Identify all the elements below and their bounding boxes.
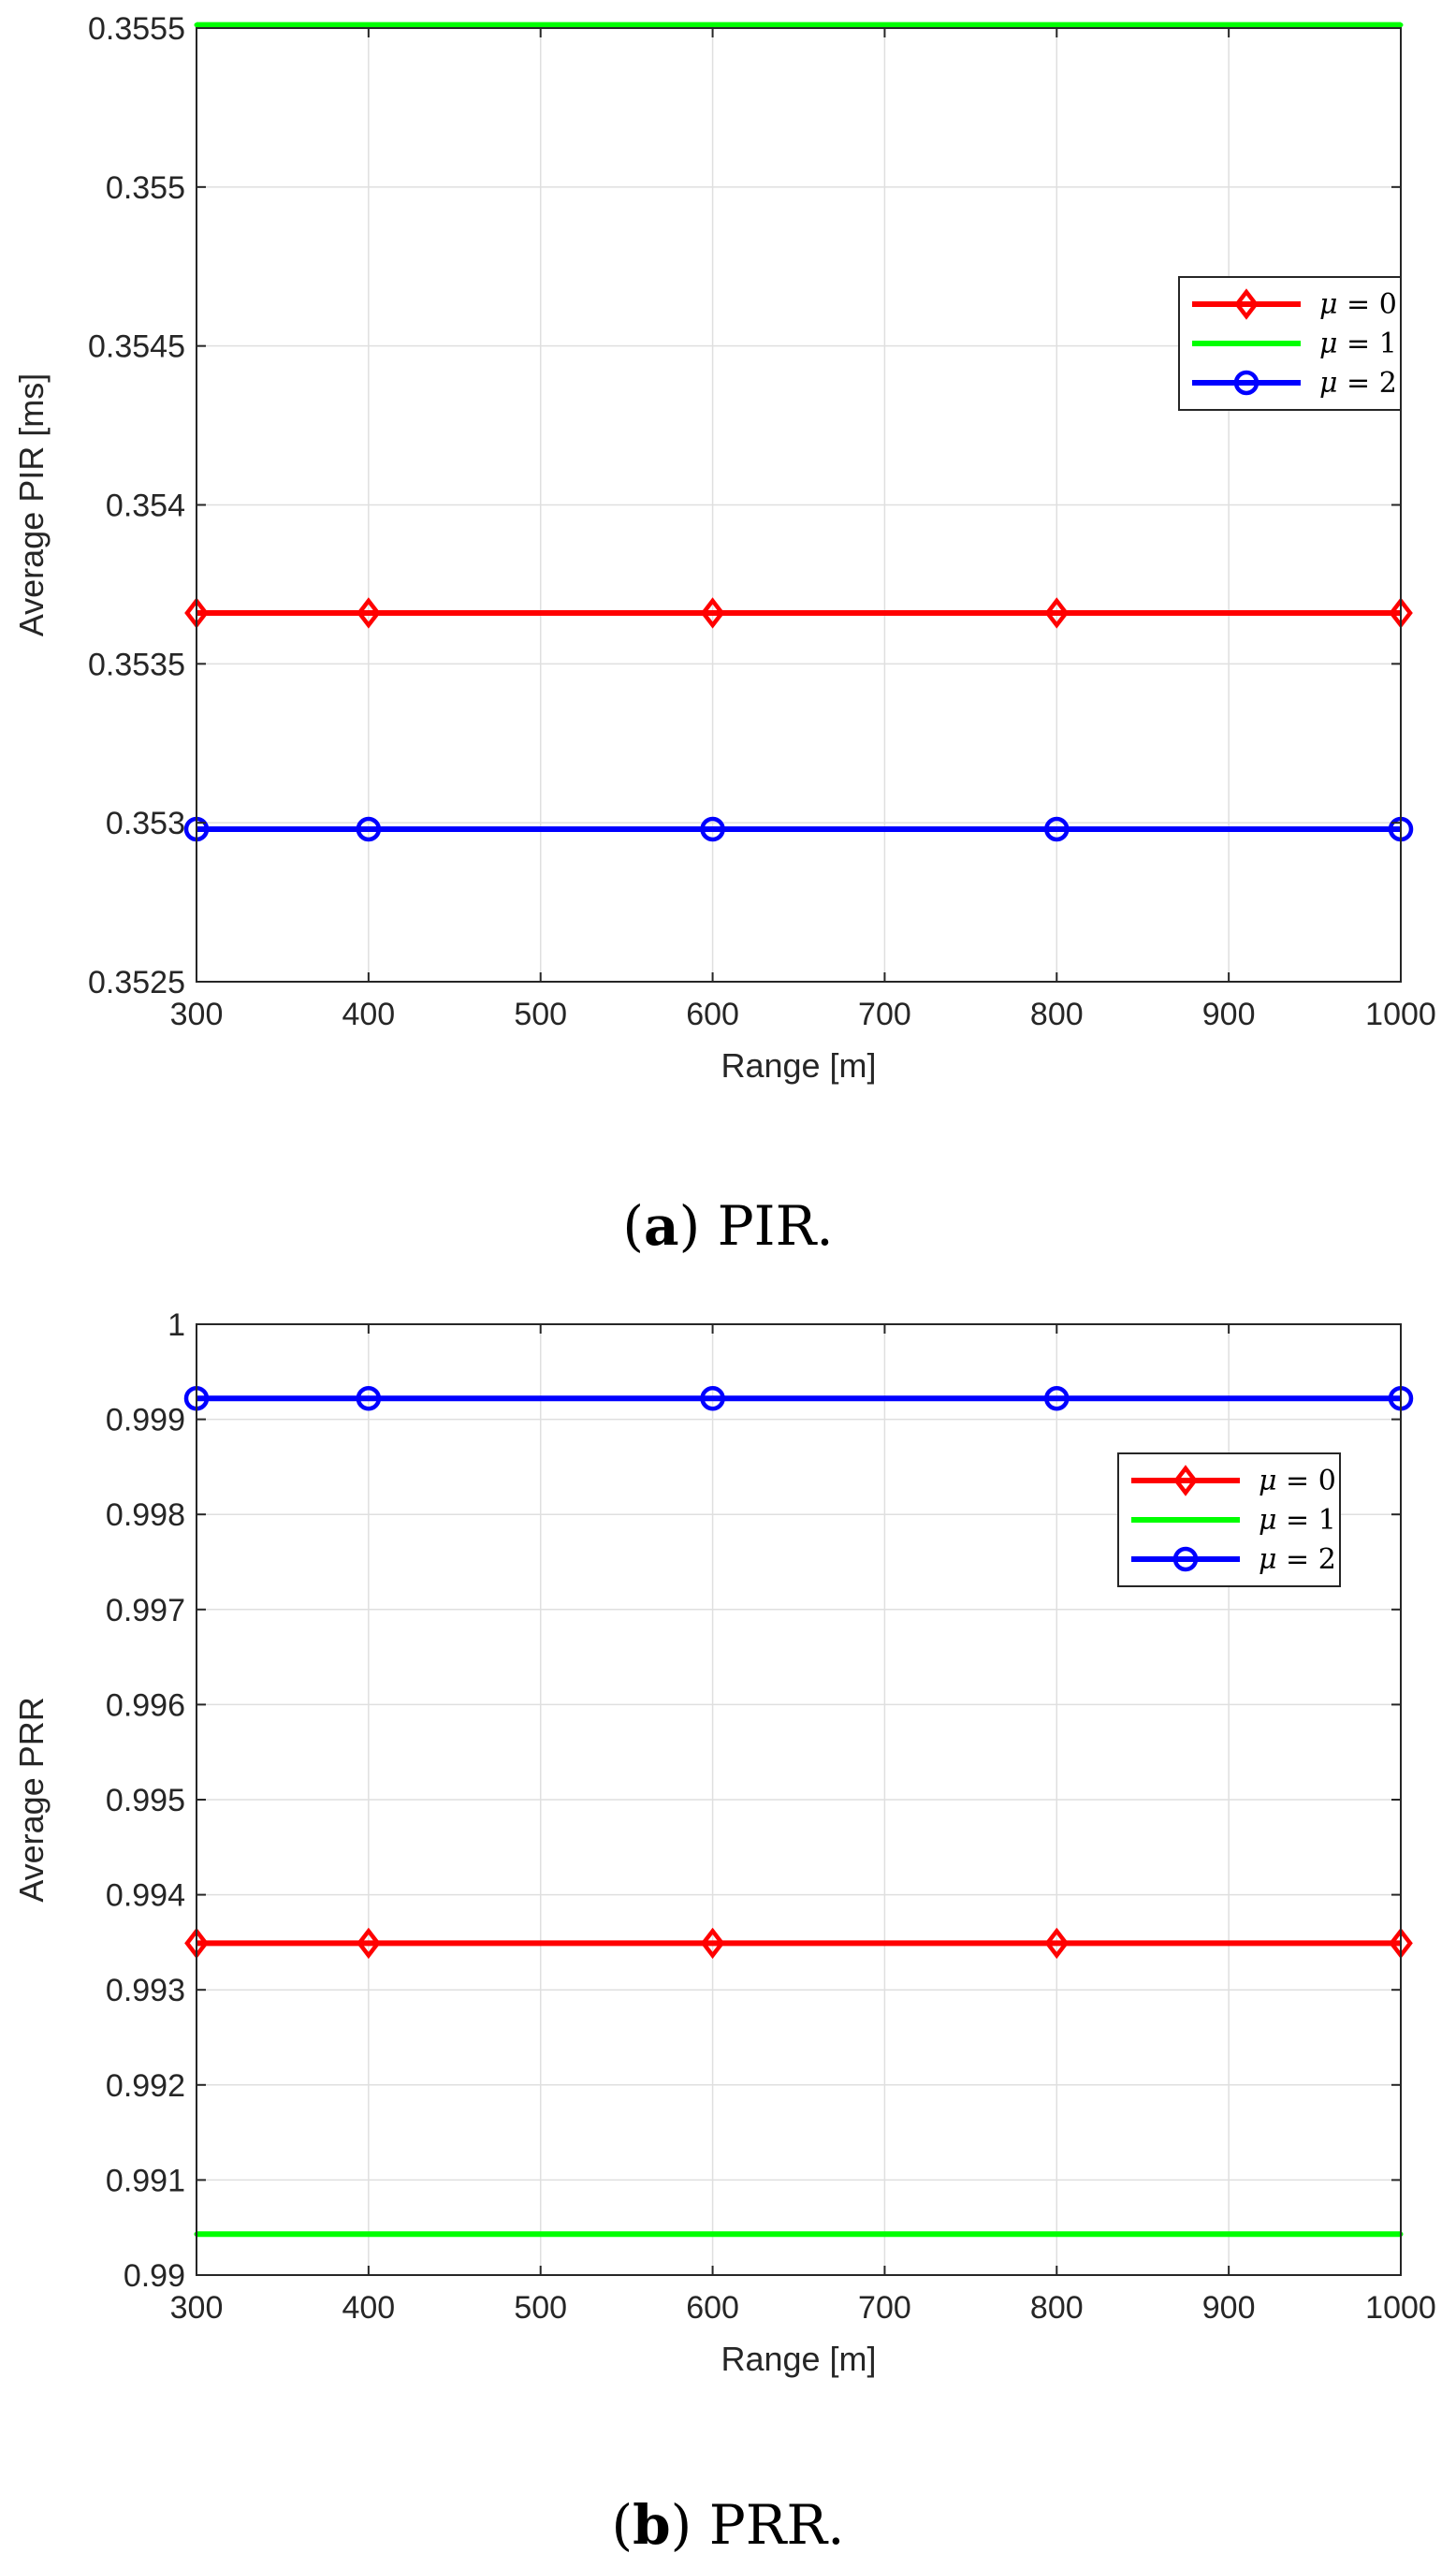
data-point [710,22,716,28]
data-point-circle [700,816,725,842]
data-point [1054,2231,1059,2237]
data-point [1054,22,1059,28]
y-tick-label: 0.3555 [88,11,185,47]
y-tick-label: 0.3535 [88,647,185,682]
legend-item-mu-0: μ = 0 [1192,288,1397,321]
legend-label: μ = 1 [1319,328,1397,360]
x-tick-label: 600 [686,2290,739,2326]
data-point-diamond [357,1927,381,1960]
y-tick-label: 0.354 [106,489,185,524]
x-tick-label: 300 [170,997,224,1032]
x-tick-label: 900 [1202,997,1256,1032]
x-tick-label: 700 [858,2290,911,2326]
y-tick-label: 0.998 [106,1497,185,1533]
data-point-diamond [357,597,381,629]
legend-marker-diamond [1173,1465,1198,1496]
chart-panel-b: 300 400 500 600 700 800 900 1000 0.99 0.991 0.992 0… [12,1307,1436,2557]
x-axis-label: Range [m] [721,1046,876,1085]
data-point-circle [356,816,382,842]
legend-marker-circle [1233,370,1259,396]
data-point-diamond [1044,1927,1070,1960]
legend-marker-point [1244,341,1249,346]
y-axis-label: Average PIR [ms] [12,373,51,636]
x-axis-label: Range [m] [721,2340,876,2378]
legend: μ = 0 μ = 1 μ = 2 [1117,1452,1341,1587]
y-tick-label: 0.997 [106,1593,185,1628]
legend-label: μ = 0 [1319,288,1397,321]
data-point-circle [1044,816,1070,842]
y-tick-label: 0.993 [106,1973,185,2008]
legend-item-mu-2: μ = 2 [1131,1543,1336,1576]
data-point-diamond [1044,597,1070,629]
legend: μ = 0 μ = 1 μ = 2 [1178,276,1402,411]
y-tick-label: 0.994 [106,1878,185,1914]
data-point-circle [356,1385,382,1411]
y-tick-label: 0.353 [106,806,185,841]
data-point-diamond [700,1927,725,1960]
x-tick-label: 500 [514,2290,567,2326]
data-point [366,2231,371,2237]
x-tick-label: 400 [342,2290,395,2326]
x-tick-label: 600 [686,997,739,1032]
legend-label: μ = 1 [1259,1504,1336,1537]
x-tick-label: 1000 [1365,2290,1436,2326]
legend-marker-diamond [1234,288,1259,320]
legend-label: μ = 0 [1259,1465,1336,1497]
data-point-circle [700,1385,725,1411]
y-tick-label: 0.995 [106,1783,185,1818]
legend-item-mu-2: μ = 2 [1192,367,1397,400]
x-tick-label: 1000 [1365,997,1436,1032]
y-tick-label: 0.992 [106,2068,185,2104]
data-point-circle [1044,1385,1070,1411]
figure-caption-a: (a) PIR. [622,1194,833,1258]
legend-label: μ = 2 [1319,367,1397,400]
x-tick-label: 700 [858,997,911,1032]
y-tick-label: 0.991 [106,2163,185,2198]
data-point [366,22,371,28]
legend-marker-point [1183,1517,1188,1523]
chart-panel-a: 300 400 500 600 700 800 900 1000 0.3525 0.353 0.35… [12,11,1436,1258]
y-tick-label: 0.3525 [88,965,185,1000]
legend-item-mu-0: μ = 0 [1131,1465,1336,1497]
y-tick-label: 0.999 [106,1403,185,1438]
x-tick-label: 500 [514,997,567,1032]
y-tick-label: 1 [167,1307,185,1343]
y-tick-label: 0.99 [124,2258,185,2294]
y-tick-label: 0.3545 [88,329,185,365]
data-point-diamond [700,597,725,629]
figure-caption-b: (b) PRR. [611,2493,844,2557]
data-point [1398,22,1404,28]
legend-label: μ = 2 [1259,1543,1336,1576]
legend-item-mu-1: μ = 1 [1192,328,1397,360]
legend-marker-circle [1172,1546,1199,1572]
data-point [194,22,199,28]
x-tick-label: 300 [170,2290,224,2326]
x-tick-label: 400 [342,997,395,1032]
legend-item-mu-1: μ = 1 [1131,1504,1336,1537]
y-tick-label: 0.355 [106,170,185,206]
x-tick-label: 900 [1202,2290,1256,2326]
x-tick-label: 800 [1030,997,1084,1032]
y-axis-label: Average PRR [12,1697,51,1902]
data-point [710,2231,716,2237]
y-tick-label: 0.996 [106,1687,185,1723]
x-tick-label: 800 [1030,2290,1084,2326]
